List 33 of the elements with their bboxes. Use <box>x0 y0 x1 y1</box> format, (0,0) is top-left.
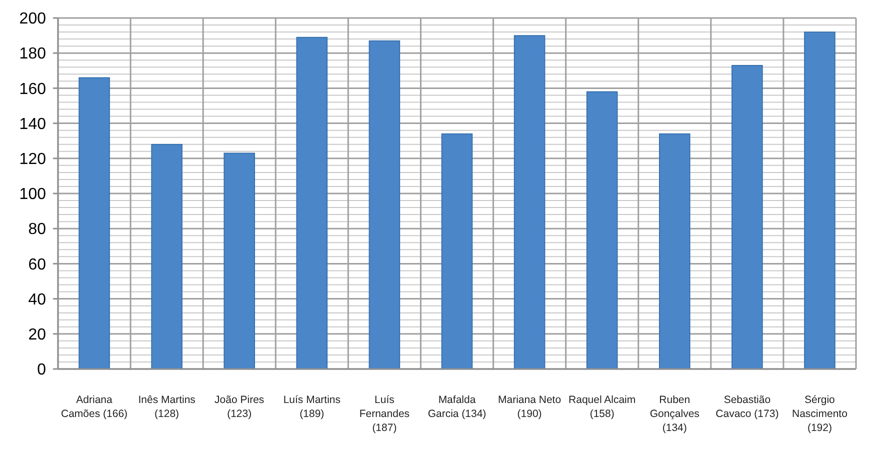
y-tick-label: 60 <box>28 256 46 274</box>
bar <box>514 35 546 370</box>
bar <box>78 77 110 370</box>
x-tick-label: Sérgio Nascimento (192) <box>792 394 848 434</box>
bar <box>151 144 182 370</box>
y-tick-label: 20 <box>28 326 46 344</box>
y-tick-label: 80 <box>28 221 46 238</box>
y-tick-label: 160 <box>19 80 46 98</box>
x-tick-label: Luís Fernandes (187) <box>359 394 410 434</box>
y-tick-label: 140 <box>19 116 46 133</box>
y-tick-label: 100 <box>19 186 46 204</box>
y-tick-label: 120 <box>19 151 46 168</box>
bar <box>441 133 473 370</box>
bar <box>368 40 400 370</box>
bar <box>586 91 618 370</box>
x-tick-label: Adriana Camões (166) <box>61 394 128 420</box>
x-tick-label: Inês Martins (128) <box>138 394 196 420</box>
x-tick-label: Raquel Alcaim (158) <box>568 394 636 420</box>
x-tick-label: Ruben Gonçalves (134) <box>650 394 700 434</box>
x-tick-label: Sebastião Cavaco (173) <box>716 394 779 420</box>
bar <box>296 36 328 370</box>
x-tick-label: Mariana Neto (190) <box>498 394 562 420</box>
y-tick-label: 200 <box>19 10 46 28</box>
y-tick-label: 0 <box>37 362 46 379</box>
x-tick-label: Luís Martins (189) <box>283 394 341 420</box>
bar <box>804 32 836 370</box>
y-tick-label: 40 <box>28 291 46 308</box>
bar <box>224 152 255 370</box>
x-tick-label: João Pires (123) <box>214 394 264 420</box>
bar <box>659 133 690 370</box>
x-tick-label: Mafalda Garcia (134) <box>428 394 486 420</box>
bar <box>732 64 763 370</box>
y-tick-label: 180 <box>19 46 46 63</box>
